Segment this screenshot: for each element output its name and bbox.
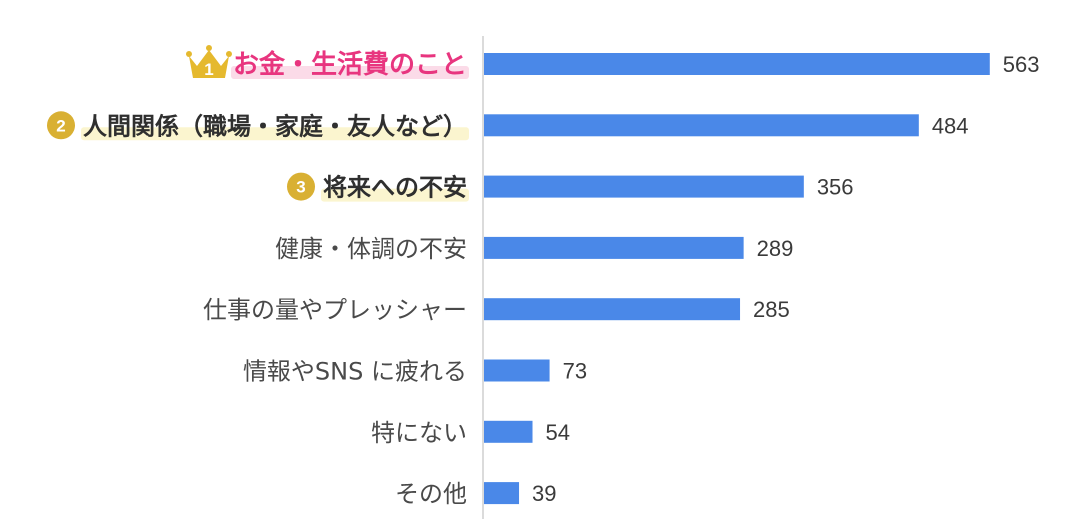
bars [484,53,990,505]
value-label: 356 [817,175,854,200]
rank-badges: 1 2 3 [47,45,315,201]
value-label: 484 [932,113,969,138]
category-label: 将来への不安 [323,174,467,202]
bar [484,298,741,321]
value-label: 563 [1003,52,1040,77]
bar [484,175,804,198]
bar [484,420,533,443]
category-label: 仕事の量やプレッシャー [203,296,467,324]
bar [484,53,990,75]
category-label: 情報やSNS に疲れる [243,358,467,386]
value-labels: 563 484 356 289 285 73 54 39 [532,52,1039,506]
value-label: 54 [546,420,570,445]
bar [484,236,744,259]
category-label: 健康・体調の不安 [275,235,467,263]
category-label: その他 [395,480,467,508]
label-highlights [81,66,469,202]
rank-badge-icon: 2 [47,111,75,140]
value-label: 285 [753,297,790,322]
category-label: お金・生活費のこと [233,49,467,80]
label-highlight [321,188,469,202]
rank-number: 1 [204,60,213,79]
value-label: 73 [563,359,587,384]
category-label: 特にない [371,419,467,447]
value-label: 39 [532,481,556,506]
crown-icon: 1 [185,45,232,79]
rank-badge-icon: 3 [287,172,315,201]
category-label: 人間関係（職場・家庭・友人など） [83,112,467,140]
label-highlight [230,66,469,79]
value-label: 289 [757,236,794,261]
bar [484,359,550,382]
rank-number: 3 [296,178,305,197]
label-highlight [81,127,469,141]
bar [484,482,520,505]
bar [484,114,919,137]
rank-number: 2 [56,116,65,135]
